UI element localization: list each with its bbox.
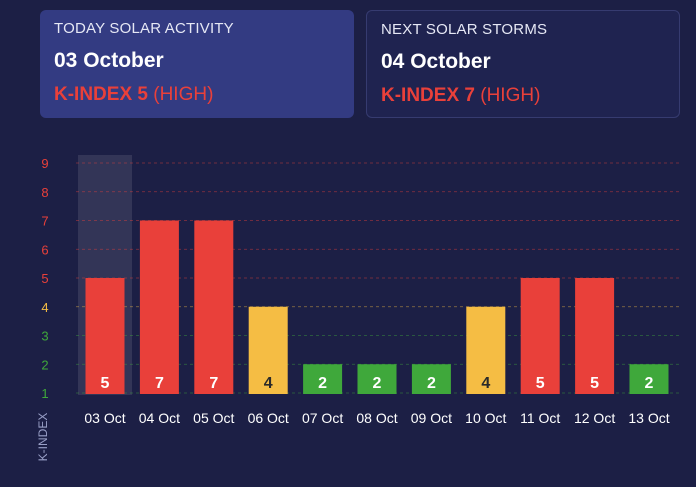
bar-value-label: 5 (590, 375, 599, 392)
x-tick-label: 06 Oct (248, 410, 289, 426)
bar-value-label: 7 (155, 375, 164, 392)
x-tick-label: 03 Oct (84, 410, 125, 426)
y-tick-label: 7 (41, 214, 48, 229)
y-tick-label: 9 (41, 156, 48, 171)
bar (520, 278, 560, 394)
next-level: (HIGH) (480, 85, 541, 106)
bar (248, 306, 288, 394)
bar (629, 364, 669, 394)
bar-value-label: 7 (209, 375, 218, 392)
bar-value-label: 2 (427, 375, 436, 392)
today-kindex-line: K-INDEX 5 (HIGH) (54, 84, 340, 106)
bar (411, 364, 451, 394)
today-level: (HIGH) (153, 84, 214, 105)
bar-value-label: 2 (318, 375, 327, 392)
y-tick-label: 1 (41, 386, 48, 401)
x-tick-label: 10 Oct (465, 410, 506, 426)
next-label: NEXT SOLAR STORMS (381, 21, 548, 38)
bar-value-label: 4 (264, 375, 273, 392)
bar (85, 278, 125, 394)
x-tick-label: 05 Oct (193, 410, 234, 426)
y-tick-label: 3 (41, 329, 48, 344)
next-storm-card: NEXT SOLAR STORMS 04 October K-INDEX 7 (… (366, 10, 680, 118)
today-activity-card: TODAY SOLAR ACTIVITY 03 October K-INDEX … (40, 10, 354, 118)
today-date: 03 October (54, 49, 164, 72)
bar (357, 364, 397, 394)
bar (139, 220, 179, 394)
bar (303, 364, 343, 394)
y-tick-label: 6 (41, 242, 48, 257)
y-tick-label: 4 (41, 300, 48, 315)
x-tick-label: 12 Oct (574, 410, 615, 426)
bar-value-label: 2 (645, 375, 654, 392)
today-label: TODAY SOLAR ACTIVITY (54, 20, 234, 37)
next-kindex: K-INDEX 7 (381, 85, 475, 106)
bar (466, 306, 506, 394)
next-date: 04 October (381, 50, 491, 73)
bar (194, 220, 234, 394)
bar-value-label: 5 (101, 375, 110, 392)
bar (575, 278, 615, 394)
y-tick-label: 8 (41, 185, 48, 200)
today-kindex: K-INDEX 5 (54, 84, 148, 105)
bar-value-label: 5 (536, 375, 545, 392)
x-tick-label: 07 Oct (302, 410, 343, 426)
x-tick-label: 04 Oct (139, 410, 180, 426)
y-axis-label: K-INDEX (36, 413, 50, 462)
y-tick-label: 5 (41, 271, 48, 286)
x-tick-label: 08 Oct (356, 410, 397, 426)
next-kindex-line: K-INDEX 7 (HIGH) (381, 85, 665, 107)
x-tick-label: 13 Oct (628, 410, 669, 426)
y-tick-label: 2 (41, 357, 48, 372)
x-tick-label: 11 Oct (520, 410, 560, 426)
bar-value-label: 2 (373, 375, 382, 392)
bar-value-label: 4 (481, 375, 490, 392)
x-tick-label: 09 Oct (411, 410, 452, 426)
